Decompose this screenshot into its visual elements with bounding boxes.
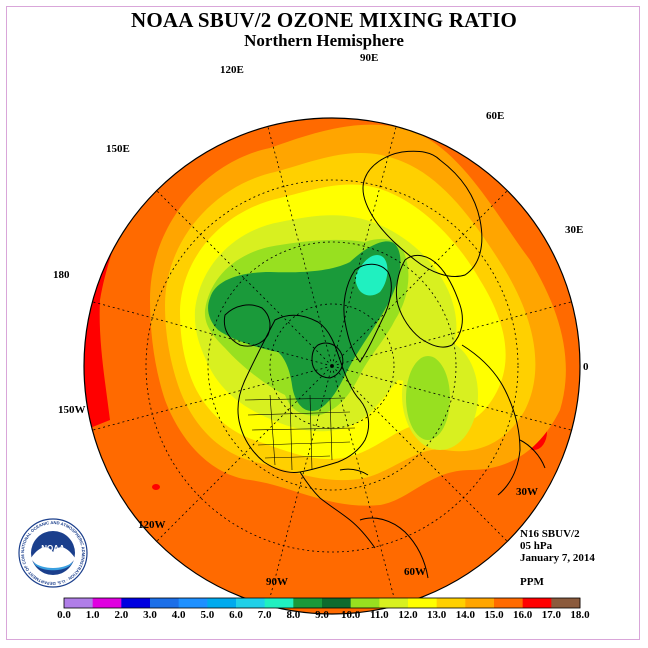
colorbar-tick-label: 18.0 xyxy=(570,609,590,621)
latitude-circle-50 xyxy=(207,241,457,491)
colorbar-cell xyxy=(379,598,409,608)
colorbar-tick-label: 8.0 xyxy=(286,609,301,621)
colorbar-cell xyxy=(522,598,552,608)
colorbar-tick-label: 1.0 xyxy=(85,609,100,621)
meridian-line xyxy=(156,190,333,367)
colorbar-tick-label: 7.0 xyxy=(257,609,272,621)
meridian-line xyxy=(331,365,397,606)
colorbar-cell xyxy=(207,598,237,608)
colorbar-cell xyxy=(236,598,266,608)
noaa-logo: NATIONAL OCEANIC AND ATMOSPHERIC ADMINIS… xyxy=(18,518,88,588)
coastline-caribbean xyxy=(339,468,369,476)
info-satellite: N16 SBUV/2 xyxy=(520,528,580,540)
colorbar-tick-label: 6.0 xyxy=(229,609,243,621)
meridian-line xyxy=(331,301,572,367)
colorbar-cell xyxy=(465,598,495,608)
meridian-line xyxy=(92,301,333,367)
colorbar-cells xyxy=(64,598,581,608)
colorbar-cell xyxy=(551,598,581,608)
coastline-africa xyxy=(461,344,521,496)
logo-noaa-text: NOAA xyxy=(41,544,65,553)
lon-label-30e: 30E xyxy=(565,224,584,236)
contour-red-small xyxy=(152,484,160,490)
meridian-line xyxy=(331,365,572,431)
us-state-lines xyxy=(244,394,356,471)
colorbar-tick-label: 16.0 xyxy=(513,609,533,621)
coastline-arabia xyxy=(519,439,546,469)
colorbar-cell xyxy=(494,598,524,608)
colorbar-tick-label: 12.0 xyxy=(398,609,418,621)
hemisphere-boundary xyxy=(83,117,581,615)
colorbar-tick-label: 17.0 xyxy=(541,609,561,621)
meridian-line xyxy=(156,365,333,542)
colorbar-cell xyxy=(408,598,438,608)
lon-label-180: 180 xyxy=(53,269,70,281)
coastline-central-america xyxy=(299,471,376,549)
lon-label-120w: 120W xyxy=(138,519,166,531)
meridians xyxy=(92,126,572,606)
meridian-line xyxy=(267,365,333,606)
meridian-line xyxy=(331,126,397,367)
coastline-greenland xyxy=(343,263,392,363)
colorbar-cell xyxy=(150,598,180,608)
coastline-north-america xyxy=(237,314,370,473)
colorbar-cell xyxy=(322,598,352,608)
colorbar-tick-label: 5.0 xyxy=(200,609,215,621)
colorbar-tick-label: 2.0 xyxy=(114,609,129,621)
coastlines xyxy=(223,150,546,579)
coastline-hudson-bay xyxy=(311,342,344,379)
lon-label-150w: 150W xyxy=(58,404,86,416)
info-date: January 7, 2014 xyxy=(520,552,595,564)
contour-9-10 xyxy=(208,241,401,411)
colorbar-cell xyxy=(350,598,380,608)
meridian-line xyxy=(267,126,333,367)
meridian-line xyxy=(331,190,508,367)
colorbar-tick-label: 14.0 xyxy=(455,609,475,621)
figure-frame xyxy=(6,6,640,640)
info-pressure: 05 hPa xyxy=(520,540,553,552)
colorbar-cell xyxy=(64,598,94,608)
lon-label-120e: 120E xyxy=(220,64,244,76)
latitude-circle-70 xyxy=(269,303,395,429)
colorbar-tick-label: 3.0 xyxy=(143,609,157,621)
colorbar-tick-label: 10.0 xyxy=(341,609,361,621)
colorbar-cell xyxy=(178,598,208,608)
coastline-south-america xyxy=(359,517,429,579)
graticule xyxy=(92,126,572,606)
colorbar-cell xyxy=(293,598,323,608)
coastline-europe xyxy=(395,254,463,348)
colorbar-outline xyxy=(63,597,581,609)
map-subtitle: Northern Hemisphere xyxy=(244,31,404,50)
meridian-line xyxy=(331,365,508,542)
map-title: NOAA SBUV/2 OZONE MIXING RATIO xyxy=(131,8,517,32)
colorbar-cell xyxy=(121,598,151,608)
lon-label-150e: 150E xyxy=(106,143,130,155)
meridian-line xyxy=(92,365,333,431)
colorbar-cell xyxy=(264,598,294,608)
colorbar-tick-label: 9.0 xyxy=(315,609,329,621)
colorbar-tick-label: 13.0 xyxy=(427,609,447,621)
lon-label-60w: 60W xyxy=(404,566,426,578)
colorbar-tick-label: 4.0 xyxy=(171,609,186,621)
lon-label-30w: 30W xyxy=(516,486,538,498)
lon-label-0: 0 xyxy=(583,361,589,373)
colorbar-cell xyxy=(436,598,466,608)
colorbar-tick-label: 11.0 xyxy=(370,609,389,621)
colorbar-tick-label: 0.0 xyxy=(57,609,71,621)
lon-label-90w: 90W xyxy=(266,576,288,588)
coastline-asia xyxy=(362,150,483,277)
colorbar-cell xyxy=(92,598,122,608)
lon-label-90e: 90E xyxy=(360,52,379,64)
contour-10-11-east xyxy=(406,356,450,440)
info-units: PPM xyxy=(520,576,544,588)
lon-label-60e: 60E xyxy=(486,110,505,122)
latitude-circle-30 xyxy=(145,179,519,553)
colorbar-tick-label: 15.0 xyxy=(484,609,504,621)
coastline-alaska xyxy=(223,304,271,347)
